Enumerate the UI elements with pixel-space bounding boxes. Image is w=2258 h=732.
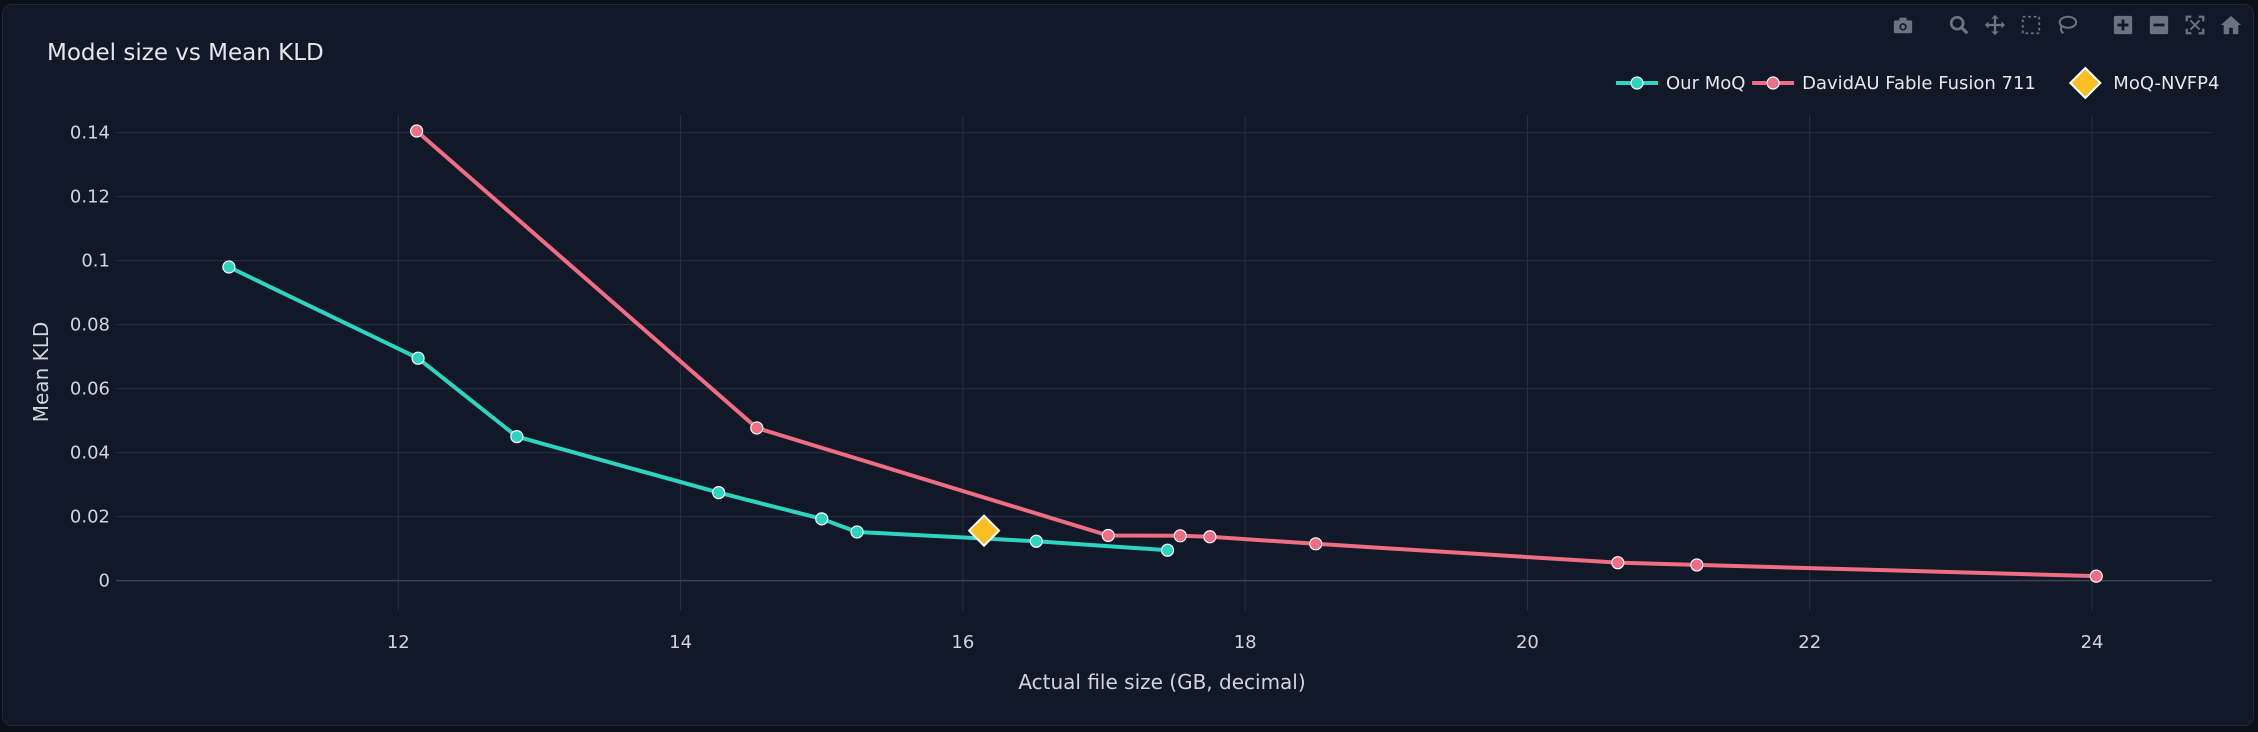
legend-label: Our MoQ bbox=[1666, 73, 1745, 94]
y-tick-label: 0.14 bbox=[70, 123, 110, 144]
pan-icon[interactable] bbox=[1982, 12, 2008, 38]
zoom-icon[interactable] bbox=[1946, 12, 1972, 38]
series-line bbox=[414, 129, 2099, 579]
data-point bbox=[967, 514, 1001, 548]
series-moq-nvfp4 bbox=[967, 514, 1001, 548]
series-layer bbox=[222, 124, 2103, 583]
grid bbox=[116, 115, 2212, 611]
legend-marker bbox=[1766, 76, 1780, 90]
data-point bbox=[510, 430, 524, 444]
legend[interactable]: MoQ-NVFP4 DavidAU Fable Fusion 711 Our MoQ bbox=[1616, 66, 2219, 100]
data-point bbox=[1203, 530, 1217, 544]
x-tick-label: 18 bbox=[1234, 632, 1257, 653]
lasso-icon[interactable] bbox=[2054, 12, 2080, 38]
data-point bbox=[1309, 537, 1323, 551]
data-point bbox=[750, 421, 764, 435]
data-point bbox=[411, 351, 425, 365]
y-tick-label: 0.12 bbox=[70, 187, 110, 208]
data-point bbox=[1173, 529, 1187, 543]
data-point bbox=[1029, 534, 1043, 548]
data-point bbox=[850, 525, 864, 539]
chart-title: Model size vs Mean KLD bbox=[47, 40, 324, 66]
data-point bbox=[815, 512, 829, 526]
data-point bbox=[712, 486, 726, 500]
y-tick-label: 0 bbox=[99, 571, 110, 592]
autoscale-icon[interactable] bbox=[2182, 12, 2208, 38]
legend-item-moq-nvfp4[interactable]: MoQ-NVFP4 bbox=[2068, 66, 2219, 100]
legend-label: MoQ-NVFP4 bbox=[2113, 73, 2219, 94]
series-davidau-fable-fusion-711 bbox=[410, 124, 2103, 583]
data-point bbox=[1611, 556, 1625, 570]
chart-panel bbox=[2, 4, 2254, 726]
x-tick-label: 14 bbox=[669, 632, 692, 653]
data-point bbox=[1160, 543, 1175, 557]
zoom-out-icon[interactable] bbox=[2146, 12, 2172, 38]
legend-marker bbox=[1630, 76, 1644, 90]
data-point bbox=[222, 260, 236, 274]
y-tick-label: 0.06 bbox=[70, 379, 110, 400]
axes: 12 14 16 18 20 22 24 0 0.02 0.04 0.06 0.08 0.1 0.12 0.… bbox=[70, 123, 2104, 653]
x-tick-label: 16 bbox=[951, 632, 974, 653]
legend-label: DavidAU Fable Fusion 711 bbox=[1802, 73, 2036, 94]
x-tick-label: 20 bbox=[1516, 632, 1539, 653]
reset-icon[interactable] bbox=[2218, 12, 2244, 38]
data-point bbox=[1690, 558, 1704, 572]
data-point bbox=[1101, 528, 1115, 543]
y-axis-label: Mean KLD bbox=[29, 322, 53, 423]
x-tick-label: 22 bbox=[1798, 632, 1821, 653]
x-axis-label: Actual file size (GB, decimal) bbox=[1018, 670, 1305, 694]
x-tick-label: 24 bbox=[2081, 632, 2104, 653]
modebar bbox=[1860, 12, 2244, 38]
series-our-moq bbox=[222, 260, 1175, 557]
y-tick-label: 0.1 bbox=[81, 251, 110, 272]
data-point bbox=[2089, 569, 2103, 583]
series-line bbox=[226, 265, 1170, 553]
x-tick-label: 12 bbox=[387, 632, 410, 653]
y-tick-label: 0.04 bbox=[70, 443, 110, 464]
zoom-in-icon[interactable] bbox=[2110, 12, 2136, 38]
legend-item-davidau-fable-fusion-711[interactable]: DavidAU Fable Fusion 711 bbox=[1752, 73, 2036, 94]
box-select-icon[interactable] bbox=[2018, 12, 2044, 38]
y-tick-label: 0.02 bbox=[70, 507, 110, 528]
camera-icon[interactable] bbox=[1890, 12, 1916, 38]
y-tick-label: 0.08 bbox=[70, 315, 110, 336]
legend-symbol bbox=[2068, 66, 2102, 100]
data-point bbox=[410, 124, 424, 138]
legend-item-our-moq[interactable]: Our MoQ bbox=[1616, 73, 1745, 94]
